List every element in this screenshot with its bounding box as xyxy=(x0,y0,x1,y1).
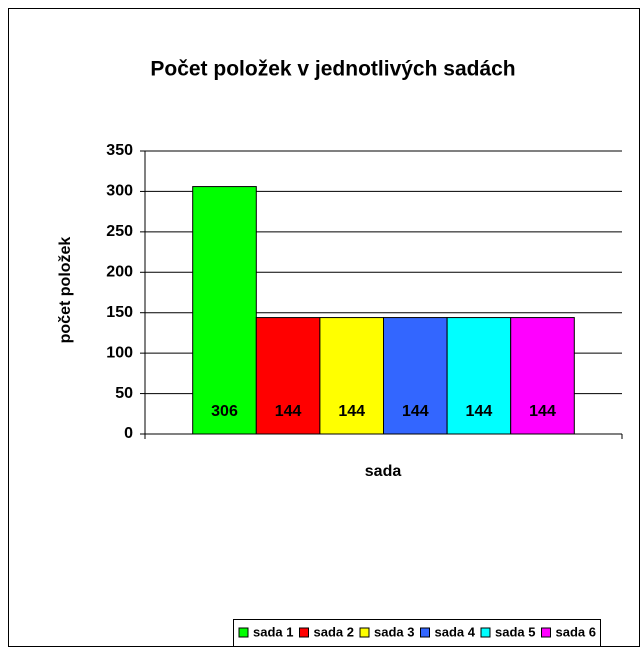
x-axis-label: sada xyxy=(365,463,402,480)
legend-label: sada 4 xyxy=(435,624,476,639)
legend-label: sada 2 xyxy=(314,624,354,639)
bar xyxy=(319,317,384,435)
data-label: 144 xyxy=(338,403,365,420)
legend-swatch xyxy=(541,627,551,638)
data-label: 144 xyxy=(529,403,556,420)
y-tick-label: 0 xyxy=(124,425,133,442)
y-tick-label: 250 xyxy=(106,223,133,240)
data-label: 306 xyxy=(211,403,238,420)
bar xyxy=(255,317,321,435)
legend-swatch xyxy=(420,627,430,638)
legend-swatch xyxy=(359,627,370,638)
bar xyxy=(192,186,257,435)
legend-swatch xyxy=(480,627,491,638)
legend-label: sada 1 xyxy=(253,624,293,639)
y-tick-label: 200 xyxy=(106,264,133,281)
legend xyxy=(233,619,601,647)
y-tick-label: 100 xyxy=(106,344,133,361)
chart-title: Počet položek v jednotlivých sadách xyxy=(150,58,515,81)
y-axis-label: počet položek xyxy=(57,237,74,344)
legend-label: sada 3 xyxy=(374,624,414,639)
legend-swatch xyxy=(238,627,249,638)
y-tick-label: 350 xyxy=(106,142,133,159)
data-label: 144 xyxy=(275,403,302,420)
data-label: 144 xyxy=(402,403,429,420)
legend-label: sada 5 xyxy=(495,624,535,639)
y-tick-label: 300 xyxy=(106,183,133,200)
legend-swatch xyxy=(299,627,309,638)
y-tick-label: 150 xyxy=(106,304,133,321)
y-tick-label: 50 xyxy=(115,385,133,402)
data-label: 144 xyxy=(466,403,493,420)
legend-label: sada 6 xyxy=(556,624,596,639)
bar xyxy=(510,317,575,435)
